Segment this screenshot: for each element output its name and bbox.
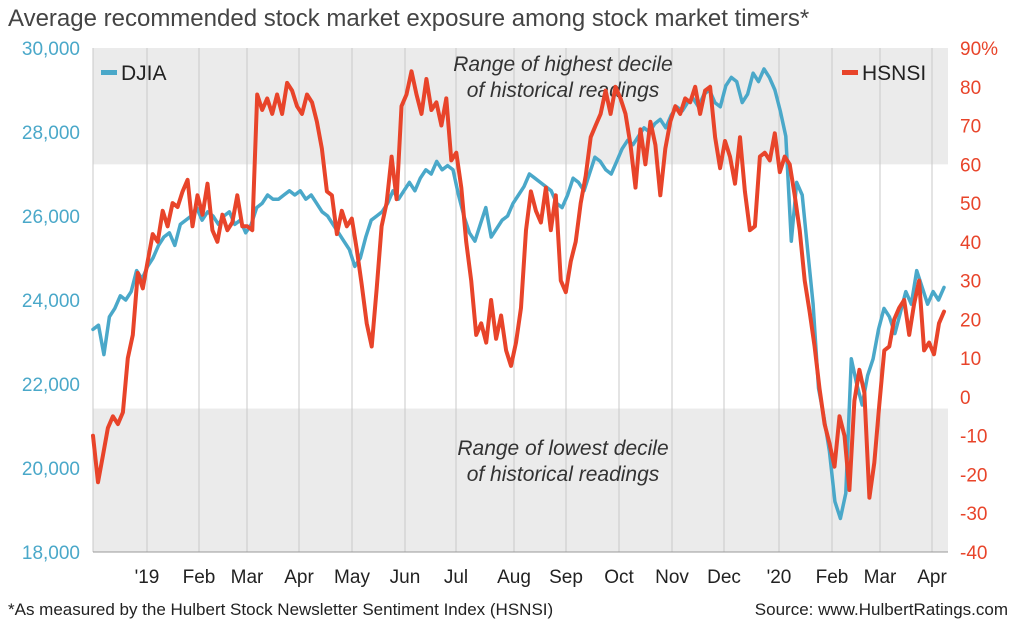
right-y-tick-label: 10: [960, 349, 981, 370]
decile-band-0: [93, 48, 948, 165]
x-tick-label: Dec: [707, 567, 741, 588]
x-tick-label: Feb: [816, 567, 849, 588]
x-tick-label: Aug: [497, 567, 531, 588]
right-y-tick-label: -40: [960, 543, 987, 564]
x-tick-label: May: [334, 567, 370, 588]
left-y-tick-label: 24,000: [22, 291, 80, 312]
band-label-0-line-1: of historical readings: [467, 79, 660, 102]
right-y-tick-label: 0: [960, 388, 971, 409]
legend-swatch-djia: [101, 70, 117, 75]
x-tick-label: Nov: [655, 567, 689, 588]
x-tick-label: Sep: [549, 567, 583, 588]
x-tick-label: Jul: [444, 567, 468, 588]
band-label-0-line-0: Range of highest decile: [453, 53, 673, 76]
decile-band-1: [93, 408, 948, 552]
legend-label-hsnsi: HSNSI: [862, 62, 926, 85]
right-y-tick-label: 60: [960, 155, 981, 176]
x-tick-label: Apr: [284, 567, 314, 588]
x-tick-label: '19: [135, 567, 160, 588]
legend-label-djia: DJIA: [121, 62, 167, 85]
right-y-tick-label: 90%: [960, 39, 998, 60]
chart-legend: DJIA HSNSI: [101, 62, 926, 85]
source-note: Source: www.HulbertRatings.com: [755, 600, 1008, 619]
right-y-tick-label: 50: [960, 194, 981, 215]
decile-bands: [93, 48, 948, 552]
left-y-tick-label: 20,000: [22, 459, 80, 480]
x-tick-label: Mar: [231, 567, 264, 588]
vertical-gridlines: [92, 48, 933, 552]
left-y-tick-label: 18,000: [22, 543, 80, 564]
left-y-axis-ticks: 18,000 20,000 22,000 24,000 26,000 28,000 30,0…: [22, 39, 80, 564]
right-y-tick-label: 70: [960, 117, 981, 138]
right-y-tick-label: 80: [960, 78, 981, 99]
x-tick-label: Mar: [864, 567, 897, 588]
footnote: *As measured by the Hulbert Stock Newsle…: [8, 600, 553, 619]
chart-title: Average recommended stock market exposur…: [8, 5, 809, 32]
left-y-tick-label: 30,000: [22, 39, 80, 60]
band-label-1-line-0: Range of lowest decile: [457, 437, 668, 460]
legend-swatch-hsnsi: [842, 70, 858, 75]
right-y-tick-label: -30: [960, 504, 987, 525]
decile-band-labels: Range of highest decile of historical rea…: [453, 53, 673, 486]
right-y-tick-label: -10: [960, 427, 987, 448]
x-tick-label: Jun: [390, 567, 421, 588]
left-y-tick-label: 28,000: [22, 123, 80, 144]
series-line-djia: [91, 67, 946, 521]
left-y-tick-label: 22,000: [22, 375, 80, 396]
right-y-tick-label: -20: [960, 465, 987, 486]
x-tick-label: '20: [767, 567, 792, 588]
band-label-1-line-1: of historical readings: [467, 463, 660, 486]
x-tick-label: Feb: [183, 567, 216, 588]
series-lines: [91, 67, 946, 521]
x-tick-label: Oct: [604, 567, 634, 588]
x-axis-ticks: '19 Feb Mar Apr May Jun Jul Aug Sep Oct Nov Dec '20 F…: [135, 567, 948, 588]
left-y-tick-label: 26,000: [22, 207, 80, 228]
right-y-tick-label: 30: [960, 272, 981, 293]
series-line-hsnsi: [91, 69, 946, 500]
right-y-tick-label: 20: [960, 310, 981, 331]
right-y-axis-ticks: -40 -30 -20 -10 0 10 20 30 40 50 60 70 80 90%: [960, 39, 998, 564]
right-y-tick-label: 40: [960, 233, 981, 254]
x-tick-label: Apr: [917, 567, 947, 588]
